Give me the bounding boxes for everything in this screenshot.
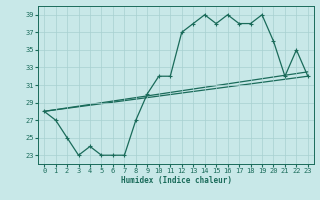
X-axis label: Humidex (Indice chaleur): Humidex (Indice chaleur) — [121, 176, 231, 185]
